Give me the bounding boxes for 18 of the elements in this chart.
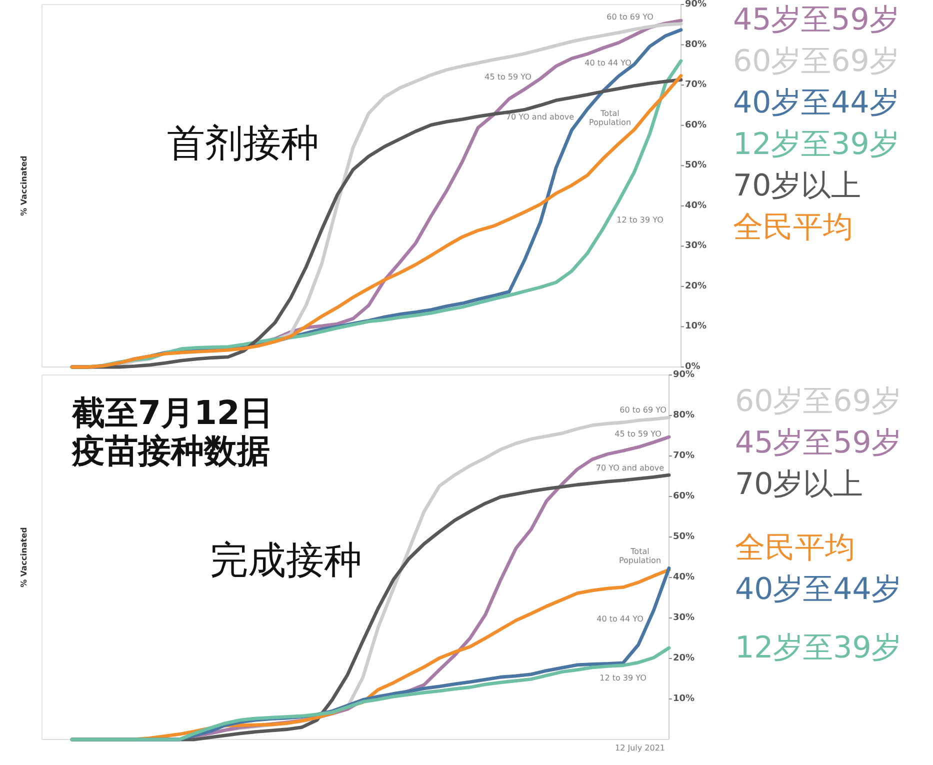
- annotation: 12 July 2021: [615, 744, 665, 752]
- subtitle: 截至7月12日疫苗接种数据: [72, 392, 273, 470]
- title: 完成接种: [210, 538, 362, 582]
- annotation: 40 to 44 YO: [596, 614, 644, 624]
- annotation: 45 to 59 YO: [614, 430, 662, 438]
- annotation: 12 to 39 YO: [600, 674, 646, 682]
- annotation: 60 to 69 YO: [606, 12, 654, 22]
- annotation: Total Population: [618, 546, 662, 564]
- annotation: 70 YO and above: [596, 464, 664, 472]
- ylabel: % Vaccinated: [20, 156, 28, 216]
- annotation: 70 YO and above: [506, 112, 574, 122]
- annotation: 40 to 44 YO: [584, 58, 632, 68]
- ylabel: % Vaccinated: [20, 527, 28, 588]
- annotation: 45 to 59 YO: [484, 72, 532, 82]
- annotation: 12 to 39 YO: [616, 216, 664, 224]
- annotation: Total Population: [588, 108, 632, 126]
- annotation: 60 to 69 YO: [620, 406, 666, 414]
- title: 首剂接种: [167, 121, 319, 165]
